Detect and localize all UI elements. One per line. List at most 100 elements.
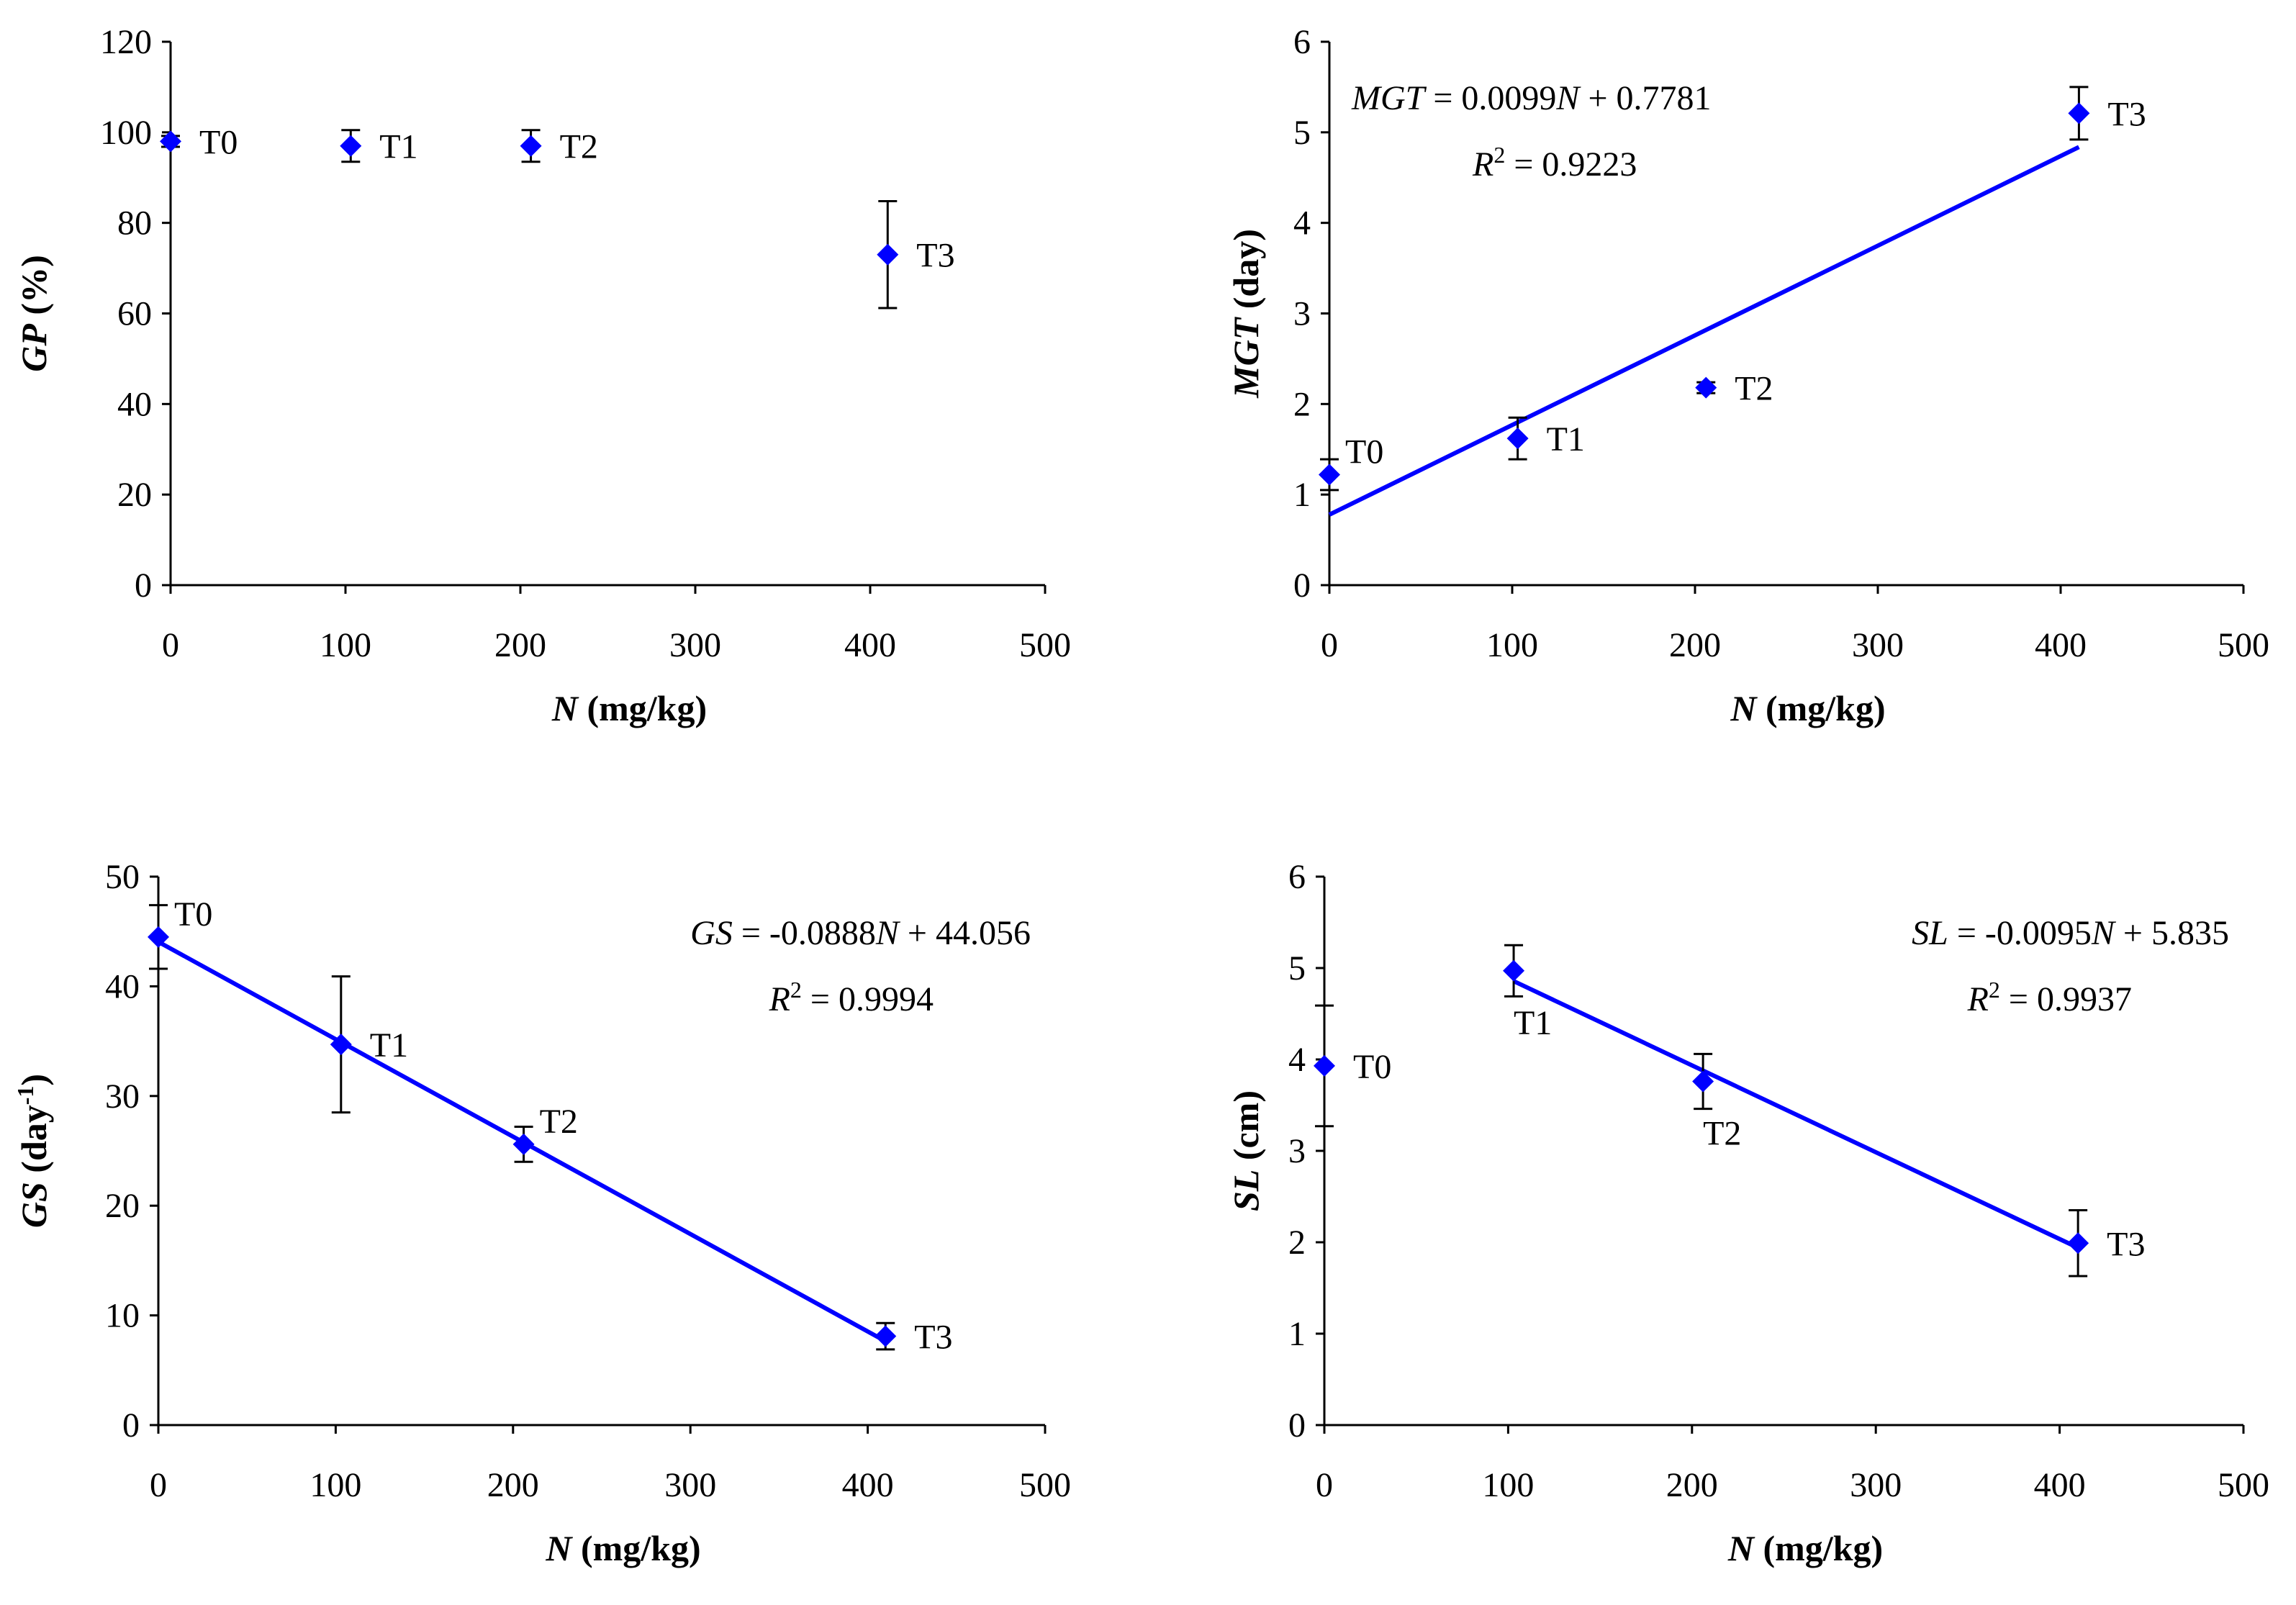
y-tick-label: 4 xyxy=(1288,1041,1306,1079)
y-tick-label: 2 xyxy=(1293,385,1311,423)
x-tick-label: 500 xyxy=(2218,1466,2269,1504)
y-tick-label: 3 xyxy=(1293,295,1311,333)
data-point-marker xyxy=(877,243,899,266)
y-tick-label: 30 xyxy=(105,1077,140,1116)
x-axis-title: N (mg/kg) xyxy=(545,1528,700,1568)
data-point-label: T1 xyxy=(1514,1004,1552,1042)
data-point-label: T0 xyxy=(1353,1048,1391,1086)
data-point-label: T2 xyxy=(1735,370,1773,408)
x-tick-label: 500 xyxy=(2218,626,2269,664)
regression-equation: SL = -0.0095N + 5.835 xyxy=(1912,914,2229,952)
data-point-label: T0 xyxy=(199,123,238,161)
x-tick-label: 0 xyxy=(1321,626,1338,664)
y-tick-label: 50 xyxy=(105,858,140,896)
x-tick-label: 200 xyxy=(1666,1466,1718,1504)
trendline xyxy=(1512,979,2079,1250)
x-axis-title: N (mg/kg) xyxy=(1730,688,1885,728)
y-axis-title: MGT (day) xyxy=(1226,229,1266,399)
y-tick-label: 0 xyxy=(1293,566,1311,605)
data-point-marker xyxy=(160,130,181,153)
y-tick-label: 40 xyxy=(117,385,152,423)
data-point-marker xyxy=(2068,102,2090,125)
x-tick-label: 200 xyxy=(1669,626,1721,664)
data-point-label: T3 xyxy=(916,237,954,275)
y-tick-label: 2 xyxy=(1288,1224,1306,1262)
regression-equation: GS = -0.0888N + 44.056 xyxy=(690,914,1031,952)
trendline xyxy=(1328,145,2080,517)
r-squared: R2 = 0.9223 xyxy=(1472,142,1637,184)
data-point-marker xyxy=(330,1034,352,1056)
data-point-marker xyxy=(148,926,169,948)
y-tick-label: 10 xyxy=(105,1297,140,1335)
data-point-label: T2 xyxy=(540,1103,578,1141)
y-tick-label: 40 xyxy=(105,967,140,1005)
x-axis-title: N (mg/kg) xyxy=(551,688,707,728)
x-tick-label: 400 xyxy=(844,626,896,664)
data-point-label: T0 xyxy=(1345,433,1383,471)
y-tick-label: 6 xyxy=(1293,23,1311,61)
data-point-marker xyxy=(1319,464,1340,486)
y-tick-label: 3 xyxy=(1288,1132,1306,1170)
data-point-marker xyxy=(512,1133,535,1155)
x-tick-label: 400 xyxy=(2034,1466,2086,1504)
x-tick-label: 300 xyxy=(1850,1466,1902,1504)
chart-sl: 0 1 2 3 4 5 6 0 100 200 300 400 500 N (mg/kg) SL (cm) T… xyxy=(1226,858,2269,1568)
data-point-label: T1 xyxy=(379,128,417,166)
x-tick-label: 400 xyxy=(842,1466,894,1504)
y-axis-title: GP (%) xyxy=(14,255,54,371)
x-tick-label: 200 xyxy=(487,1466,539,1504)
x-tick-label: 300 xyxy=(669,626,721,664)
x-tick-label: 100 xyxy=(309,1466,361,1504)
y-tick-label: 1 xyxy=(1288,1315,1306,1353)
x-axis-title: N (mg/kg) xyxy=(1727,1528,1883,1568)
x-tick-label: 0 xyxy=(162,626,179,664)
x-tick-label: 0 xyxy=(150,1466,167,1504)
x-tick-label: 500 xyxy=(1019,1466,1071,1504)
data-point-label: T3 xyxy=(2107,95,2146,133)
y-tick-label: 60 xyxy=(117,295,152,333)
data-point-label: T3 xyxy=(914,1319,952,1357)
y-axis-title: SL (cm) xyxy=(1226,1090,1266,1211)
y-tick-label: 80 xyxy=(117,204,152,243)
y-tick-label: 1 xyxy=(1293,476,1311,514)
r-squared: R2 = 0.9994 xyxy=(769,977,934,1018)
y-axis-title: GS (day-1) xyxy=(12,1074,54,1228)
r-squared: R2 = 0.9937 xyxy=(1967,977,2132,1018)
data-point-label: T2 xyxy=(1703,1114,1741,1152)
x-tick-label: 100 xyxy=(320,626,371,664)
y-tick-label: 20 xyxy=(105,1187,140,1225)
data-point-marker xyxy=(1314,1054,1335,1077)
data-point-label: T1 xyxy=(370,1026,408,1064)
x-tick-label: 100 xyxy=(1486,626,1538,664)
x-tick-label: 300 xyxy=(1852,626,1904,664)
x-tick-label: 300 xyxy=(664,1466,716,1504)
y-tick-label: 20 xyxy=(117,476,152,514)
y-tick-label: 5 xyxy=(1288,949,1306,987)
data-point-label: T2 xyxy=(560,128,598,166)
data-point-label: T1 xyxy=(1547,420,1585,458)
y-tick-label: 5 xyxy=(1293,114,1311,152)
data-point-label: T0 xyxy=(174,895,212,933)
y-tick-label: 4 xyxy=(1293,204,1311,243)
data-point-marker xyxy=(1506,428,1529,450)
x-tick-label: 100 xyxy=(1482,1466,1534,1504)
data-point-marker xyxy=(1503,959,1525,982)
chart-gp: 0 20 40 60 80 100 120 0 100 200 300 400 500 N (mg/kg)… xyxy=(14,23,1071,728)
data-point-label: T3 xyxy=(2107,1225,2145,1263)
x-tick-label: 200 xyxy=(494,626,546,664)
y-tick-label: 0 xyxy=(1288,1406,1306,1444)
x-tick-label: 400 xyxy=(2035,626,2087,664)
data-point-marker xyxy=(1692,1070,1714,1093)
data-point-marker xyxy=(1695,376,1717,399)
data-point-marker xyxy=(520,135,542,157)
x-tick-label: 0 xyxy=(1316,1466,1333,1504)
y-tick-label: 100 xyxy=(100,114,152,152)
y-tick-label: 0 xyxy=(135,566,152,605)
regression-equation: MGT = 0.0099N + 0.7781 xyxy=(1351,79,1712,117)
y-tick-label: 0 xyxy=(122,1406,140,1444)
x-tick-label: 500 xyxy=(1019,626,1071,664)
data-point-marker xyxy=(2067,1232,2089,1254)
data-point-marker xyxy=(340,135,362,157)
